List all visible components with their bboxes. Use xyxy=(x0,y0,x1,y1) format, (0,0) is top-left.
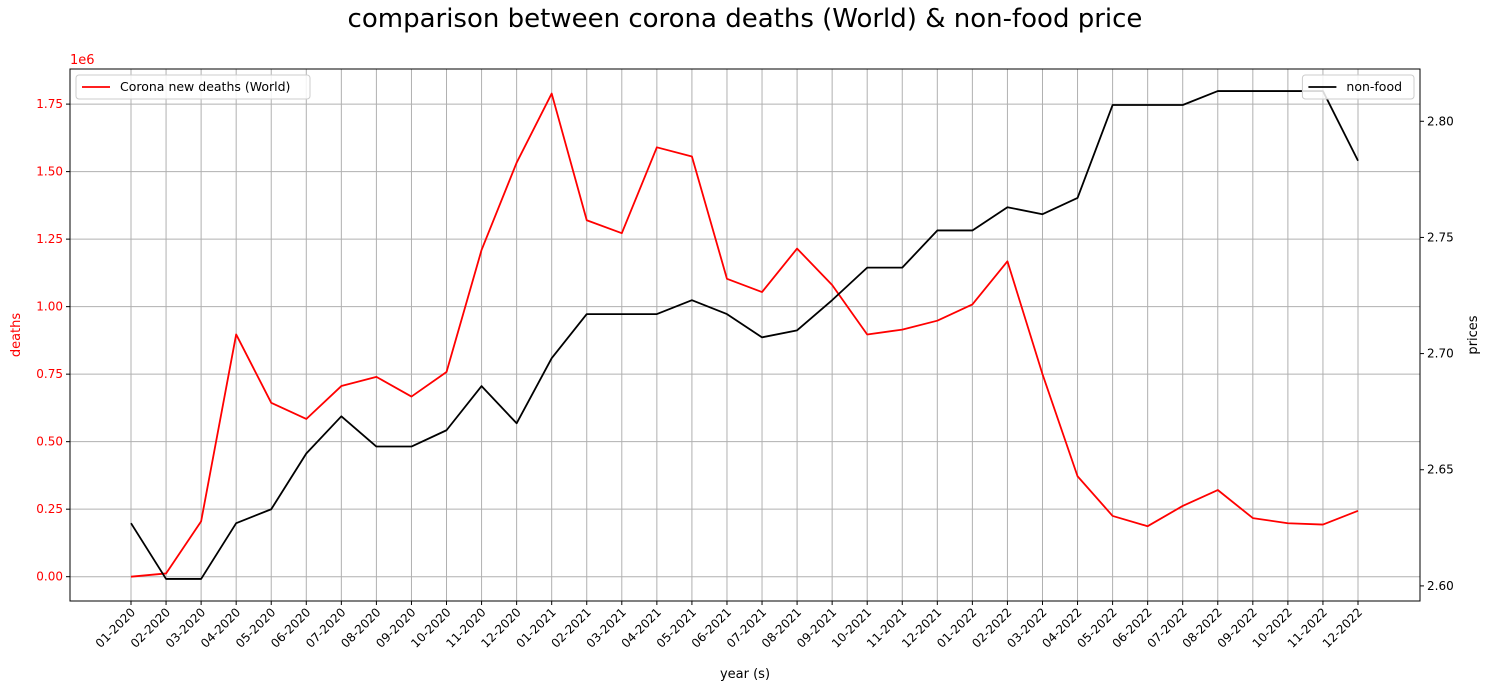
legend-label: non-food xyxy=(1346,79,1402,94)
grid-lines xyxy=(70,69,1420,601)
left-tick-label: 1.00 xyxy=(36,300,63,314)
left-axis-label: deaths xyxy=(9,313,24,358)
right-tick-label: 2.75 xyxy=(1427,230,1454,244)
left-axis-offset-text: 1e6 xyxy=(70,53,95,68)
left-tick-label: 1.75 xyxy=(36,97,63,111)
series-line-deaths xyxy=(130,92,1359,578)
right-axis-label: prices xyxy=(1466,315,1481,354)
legend-box xyxy=(75,74,311,100)
right-tick-label: 2.65 xyxy=(1427,463,1454,477)
series-lines xyxy=(130,90,1359,580)
right-axis: 2.60 2.65 2.70 2.75 2.80 xyxy=(1420,114,1454,593)
x-axis: 01-202002-202003-202004-202005-202006-20… xyxy=(93,601,1365,651)
legend-deaths: Corona new deaths (World) xyxy=(75,74,311,100)
left-tick-label: 1.25 xyxy=(36,232,63,246)
left-axis: 0.00 0.25 0.50 0.75 1.00 1.25 1.50 1.75 xyxy=(36,97,70,584)
legend-label: Corona new deaths (World) xyxy=(120,79,290,94)
left-tick-label: 0.25 xyxy=(36,502,63,516)
right-tick-label: 2.60 xyxy=(1427,579,1454,593)
legend-non-food: non-food xyxy=(1301,74,1415,100)
legend-box xyxy=(1301,74,1415,100)
legends: Corona new deaths (World) non-food xyxy=(75,74,1415,100)
left-tick-label: 0.50 xyxy=(36,435,63,449)
plot-frame xyxy=(69,68,1421,602)
right-tick-label: 2.80 xyxy=(1427,114,1454,128)
left-tick-label: 1.50 xyxy=(36,165,63,179)
left-tick-label: 0.75 xyxy=(36,367,63,381)
left-tick-label: 0.00 xyxy=(36,570,63,584)
series-line-non-food xyxy=(130,90,1359,580)
x-axis-label: year (s) xyxy=(720,667,770,682)
right-tick-label: 2.70 xyxy=(1427,347,1454,361)
chart-title: comparison between corona deaths (World)… xyxy=(347,4,1143,34)
